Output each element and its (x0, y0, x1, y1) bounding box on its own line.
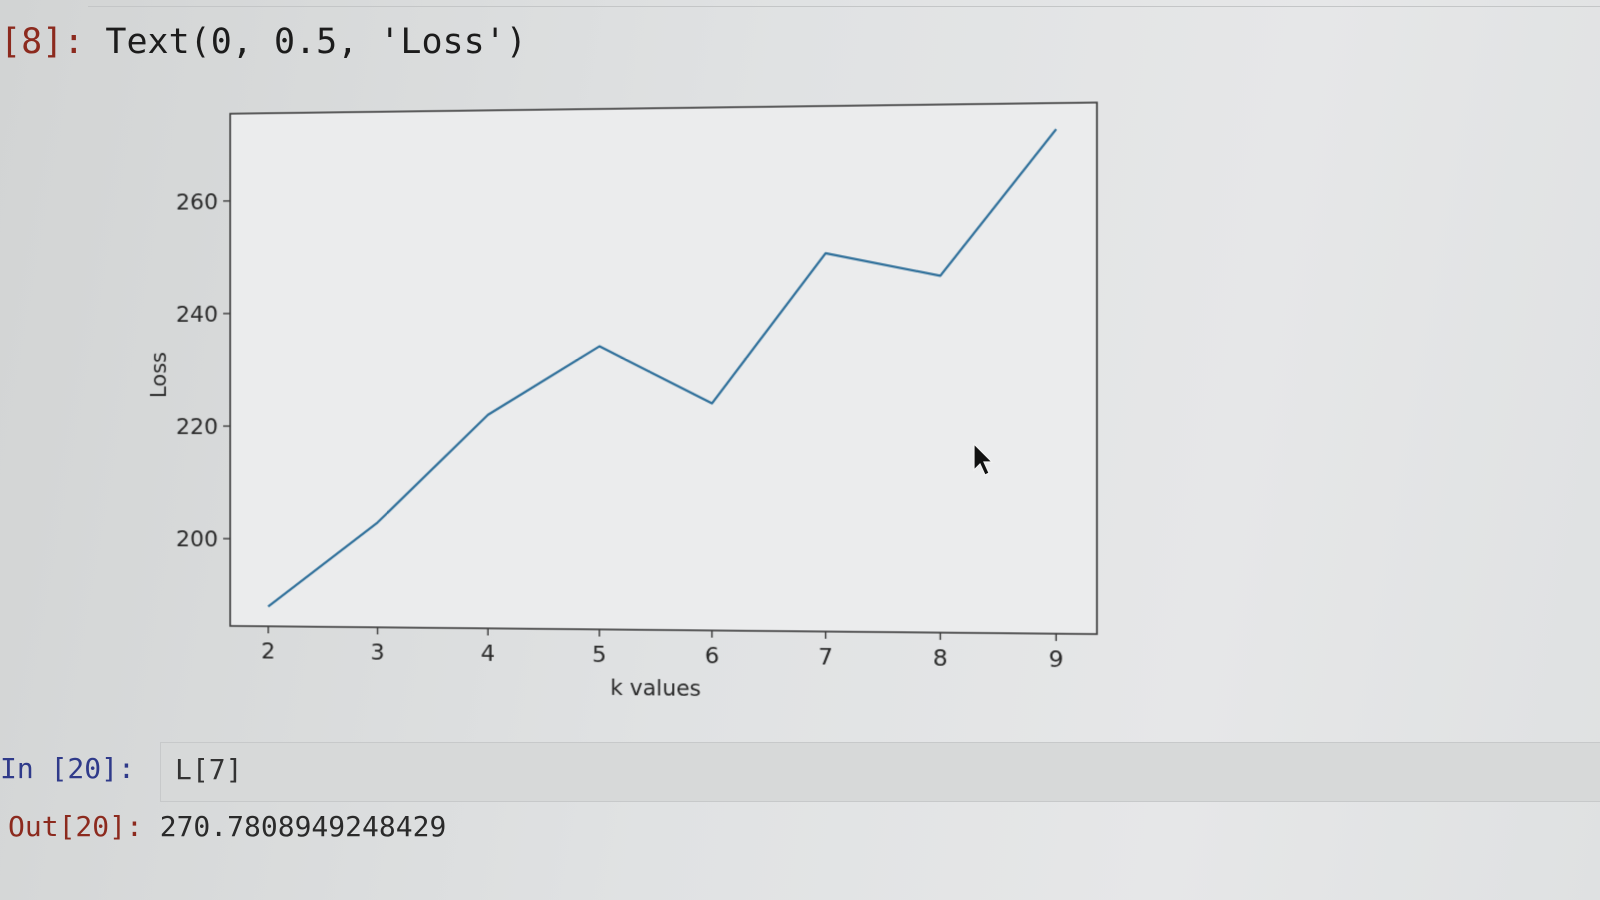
cell-20-output: Out[20]: 270.7808949248429 (8, 810, 446, 843)
y-tick-label: 240 (176, 303, 218, 328)
x-tick-label: 8 (933, 646, 948, 672)
x-tick-label: 6 (705, 644, 720, 670)
x-tick-label: 4 (481, 641, 495, 667)
cell-20-in-prompt: In [20]: (0, 752, 135, 785)
y-tick-label: 260 (176, 190, 218, 215)
y-axis: 200 220 240 260 (176, 190, 230, 553)
x-tick-label: 5 (592, 643, 607, 669)
previous-cell-border (88, 0, 1600, 7)
y-axis-label: Loss (147, 352, 171, 398)
x-axis-label: k values (610, 675, 701, 701)
cell-20-out-prompt: Out[20]: (8, 810, 143, 843)
x-tick-label: 2 (261, 639, 275, 664)
loss-chart-svg: 200 220 240 260 2 3 4 5 6 7 8 9 k values Loss (130, 92, 1129, 729)
x-tick-label: 7 (818, 645, 833, 671)
cell-20-out-value: 270.7808949248429 (160, 810, 447, 843)
cell-20-code[interactable]: L[7] (175, 753, 242, 786)
cell-8-output-text: Text(0, 0.5, 'Loss') (105, 22, 526, 62)
y-tick-label: 220 (176, 415, 218, 440)
cell-8-prompt: [8]: (0, 22, 84, 62)
mouse-pointer-icon (972, 442, 996, 478)
plot-area (230, 103, 1097, 635)
x-tick-label: 9 (1049, 647, 1064, 673)
y-tick-label: 200 (176, 527, 218, 552)
loss-chart: 200 220 240 260 2 3 4 5 6 7 8 9 k values Loss (130, 92, 1129, 729)
cell-8-output: [8]: Text(0, 0.5, 'Loss') (0, 22, 527, 62)
cell-20-code-editor[interactable]: L[7] (160, 742, 1600, 802)
x-tick-label: 3 (370, 640, 384, 665)
cell-20-input-row: In [20]: L[7] (0, 742, 1600, 804)
